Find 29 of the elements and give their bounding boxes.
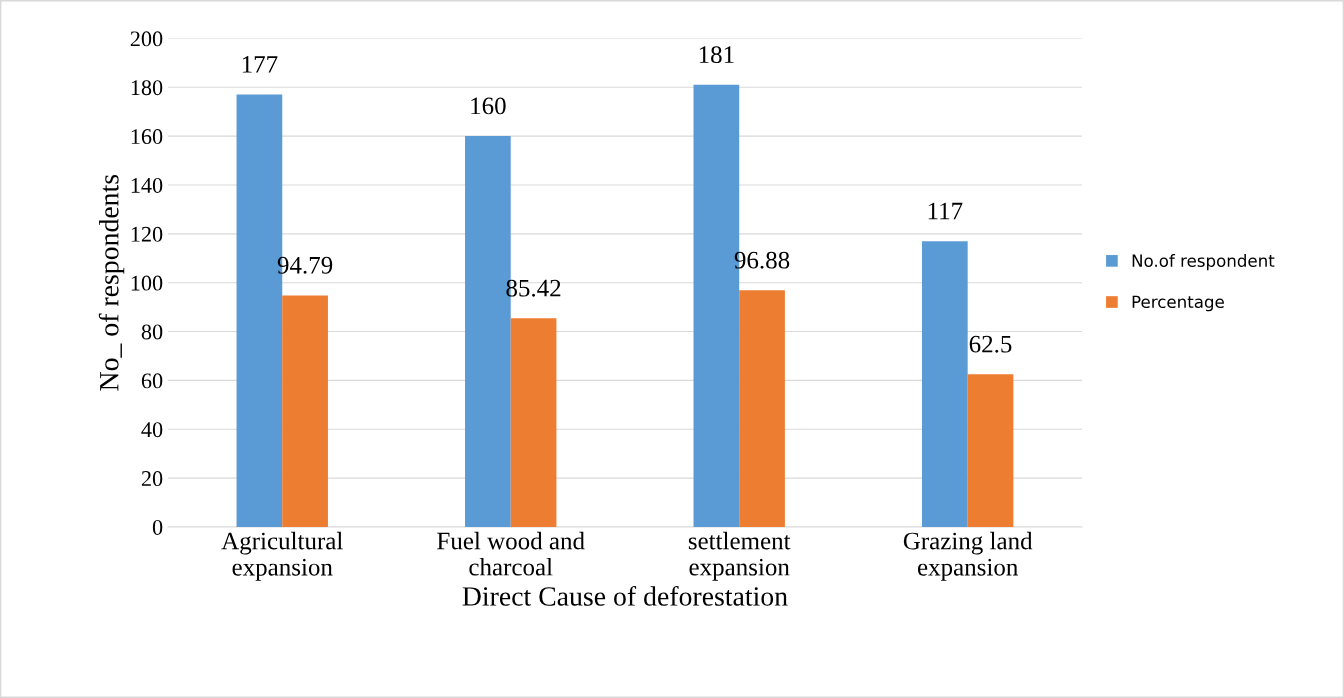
data-label: 62.5 — [969, 335, 1012, 353]
x-tick-label: Agricultural expansion — [221, 531, 343, 581]
bar — [282, 295, 328, 527]
data-label: 181 — [699, 46, 734, 64]
y-tick-label: 20 — [141, 471, 163, 487]
legend-label: Percentage — [1132, 295, 1224, 312]
y-tick-label: 0 — [152, 519, 163, 535]
y-axis-title: No_ of respondents — [98, 174, 125, 391]
x-axis-title: Direct Cause of deforestation — [462, 586, 788, 606]
y-tick-label: 140 — [131, 177, 163, 193]
bar — [510, 318, 557, 527]
y-tick-label: 200 — [130, 31, 163, 47]
bar — [921, 241, 968, 527]
y-tick-label: 120 — [131, 226, 163, 242]
legend-label: No.of respondent — [1132, 254, 1275, 271]
data-label: 177 — [242, 56, 278, 73]
data-label: 117 — [928, 202, 963, 220]
data-label: 160 — [471, 97, 506, 115]
bar — [967, 374, 1014, 527]
x-tick-label: Fuel wood and charcoal — [437, 531, 585, 576]
y-tick-label: 80 — [141, 324, 163, 340]
x-tick-label: Grazing land expansion — [903, 531, 1033, 581]
y-tick-label: 180 — [131, 80, 163, 96]
y-tick-label: 60 — [141, 373, 163, 389]
x-tick-label: settlement expansion — [688, 531, 791, 581]
y-tick-label: 160 — [131, 129, 163, 145]
bar — [739, 290, 785, 527]
y-tick-label: 100 — [131, 275, 163, 291]
y-tick-label: 40 — [141, 422, 163, 438]
